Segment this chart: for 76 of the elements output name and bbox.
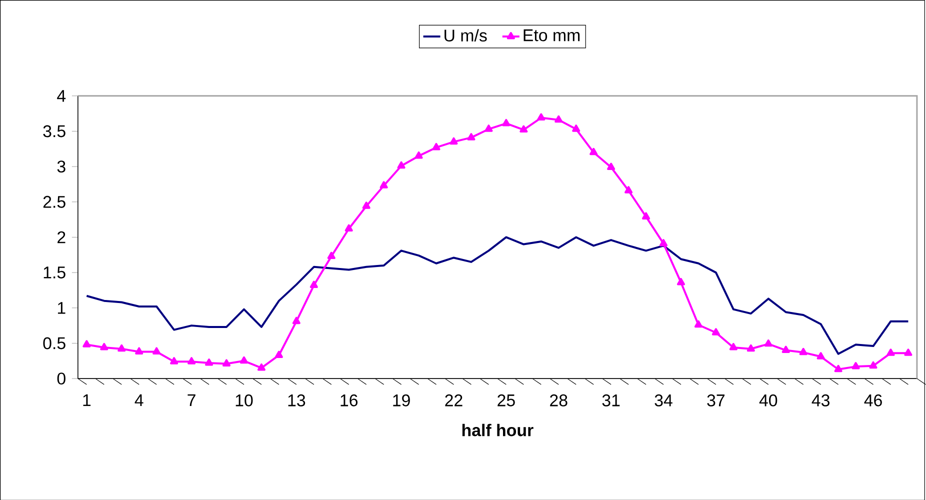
y-tick-label: 0 (57, 372, 66, 384)
point (82, 340, 91, 348)
x-tick-label: 31 (602, 394, 620, 406)
point (240, 356, 248, 364)
point (554, 115, 563, 122)
point (904, 348, 912, 356)
point (188, 356, 196, 364)
point (816, 352, 825, 360)
point (204, 358, 214, 366)
point (869, 361, 878, 368)
x-tick-label: 4 (134, 394, 144, 406)
point (274, 350, 283, 358)
point (135, 347, 144, 354)
point (590, 148, 598, 155)
point (659, 238, 668, 246)
point (292, 316, 300, 324)
point (520, 125, 528, 132)
x-tick-label: 28 (550, 394, 568, 406)
point (537, 113, 546, 120)
y-tick-label: 4 (57, 90, 66, 102)
x-tick-label: 46 (864, 394, 882, 406)
point (100, 342, 108, 350)
point (467, 132, 476, 140)
y-tick-label: 1.5 (44, 266, 66, 278)
point (152, 347, 161, 354)
x-tick-label: 10 (236, 394, 253, 406)
point (432, 142, 440, 150)
point (344, 224, 353, 232)
point (118, 344, 126, 352)
point (170, 356, 178, 364)
x-tick-label: 43 (812, 394, 830, 406)
point (327, 252, 336, 259)
point (572, 124, 580, 132)
x-tick-label: 40 (759, 394, 778, 406)
x-tick-label: 34 (654, 394, 672, 406)
point (694, 320, 702, 328)
point (310, 280, 318, 288)
x-tick-label: 19 (393, 394, 410, 406)
point (624, 186, 633, 194)
point (834, 364, 842, 372)
legend-label: Eto mm (524, 29, 580, 42)
point (642, 212, 650, 220)
point (712, 328, 720, 336)
y-tick-label: 2.5 (43, 196, 66, 208)
y-tick-label: 2 (58, 231, 66, 243)
point (450, 137, 458, 144)
y-tick-label: 3 (57, 160, 66, 172)
point (886, 348, 895, 356)
point (782, 346, 790, 353)
x-tick-label: 37 (707, 394, 724, 406)
x-axis-title: half hour (462, 424, 534, 436)
x-tick-label: 22 (445, 394, 462, 406)
x-tick-label: 1 (83, 394, 91, 406)
point (676, 278, 686, 285)
point (257, 363, 266, 371)
point (380, 180, 388, 188)
point (397, 161, 406, 168)
x-tick-label: 16 (340, 394, 358, 406)
point (746, 344, 755, 352)
legend-label: U m/s (444, 28, 487, 42)
x-tick-label: 7 (188, 394, 196, 406)
point (222, 359, 231, 366)
point (729, 342, 738, 350)
point (502, 118, 510, 126)
point (484, 124, 493, 132)
y-tick-label: 3.5 (43, 125, 66, 138)
x-tick-label: 25 (498, 394, 515, 406)
point (414, 151, 423, 158)
y-tick-label: 0.5 (43, 337, 66, 350)
point (362, 201, 370, 209)
x-tick-label: 13 (288, 394, 306, 406)
point (607, 162, 616, 170)
point (852, 362, 860, 370)
point (799, 348, 808, 355)
point (764, 339, 772, 346)
y-tick-label: 1 (58, 302, 66, 314)
